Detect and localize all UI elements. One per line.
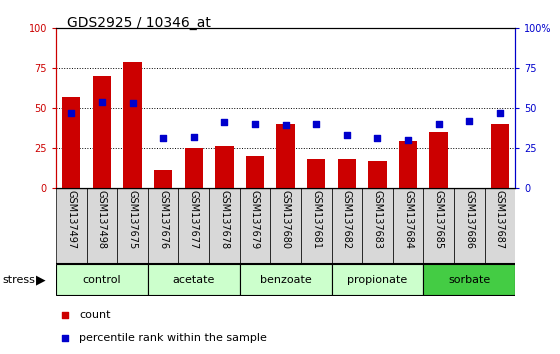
Bar (368, 161, 386, 188)
FancyBboxPatch shape (270, 188, 301, 264)
FancyBboxPatch shape (240, 188, 270, 264)
Bar (277, 124, 295, 188)
Text: GSM137677: GSM137677 (189, 190, 199, 249)
FancyBboxPatch shape (332, 188, 362, 264)
Bar (246, 156, 264, 188)
Point (342, 132, 351, 138)
FancyBboxPatch shape (332, 264, 423, 295)
Bar (307, 159, 325, 188)
Text: ▶: ▶ (36, 273, 46, 286)
Text: stress: stress (3, 275, 36, 285)
Bar (399, 141, 417, 188)
FancyBboxPatch shape (56, 188, 87, 264)
Bar (185, 148, 203, 188)
Text: GSM137684: GSM137684 (403, 190, 413, 249)
Text: propionate: propionate (347, 275, 408, 285)
Point (189, 134, 198, 139)
Point (128, 101, 137, 106)
Bar (430, 132, 448, 188)
FancyBboxPatch shape (179, 188, 209, 264)
FancyBboxPatch shape (423, 264, 515, 295)
FancyBboxPatch shape (56, 264, 148, 295)
Text: benzoate: benzoate (260, 275, 311, 285)
Text: control: control (83, 275, 121, 285)
Point (158, 136, 167, 141)
Point (97, 99, 106, 104)
Text: sorbate: sorbate (448, 275, 491, 285)
Text: GSM137498: GSM137498 (97, 190, 107, 249)
Point (60, 312, 69, 318)
Text: GSM137679: GSM137679 (250, 190, 260, 249)
Text: GSM137682: GSM137682 (342, 190, 352, 249)
Point (496, 110, 505, 116)
FancyBboxPatch shape (484, 188, 515, 264)
FancyBboxPatch shape (362, 188, 393, 264)
FancyBboxPatch shape (209, 188, 240, 264)
Text: GDS2925 / 10346_at: GDS2925 / 10346_at (67, 16, 211, 30)
Bar (154, 170, 172, 188)
Point (312, 121, 321, 127)
Text: GSM137686: GSM137686 (464, 190, 474, 249)
Bar (215, 146, 234, 188)
Point (220, 120, 229, 125)
Bar (491, 124, 509, 188)
Point (281, 123, 290, 129)
Point (373, 136, 382, 141)
Text: GSM137675: GSM137675 (128, 190, 138, 249)
FancyBboxPatch shape (301, 188, 332, 264)
Text: GSM137680: GSM137680 (281, 190, 291, 249)
FancyBboxPatch shape (148, 264, 240, 295)
Point (250, 121, 259, 127)
Text: GSM137681: GSM137681 (311, 190, 321, 249)
Bar (62, 97, 81, 188)
FancyBboxPatch shape (87, 188, 117, 264)
Text: GSM137676: GSM137676 (158, 190, 168, 249)
FancyBboxPatch shape (240, 264, 332, 295)
Text: GSM137497: GSM137497 (66, 190, 76, 249)
FancyBboxPatch shape (148, 188, 179, 264)
Point (60, 335, 69, 341)
Point (465, 118, 474, 124)
Point (434, 121, 443, 127)
Point (404, 137, 413, 143)
Text: GSM137683: GSM137683 (372, 190, 382, 249)
Bar (93, 76, 111, 188)
FancyBboxPatch shape (117, 188, 148, 264)
FancyBboxPatch shape (423, 188, 454, 264)
FancyBboxPatch shape (393, 188, 423, 264)
Text: count: count (79, 310, 110, 320)
Text: percentile rank within the sample: percentile rank within the sample (79, 333, 267, 343)
Bar (123, 62, 142, 188)
FancyBboxPatch shape (454, 188, 484, 264)
Text: GSM137678: GSM137678 (220, 190, 230, 249)
Text: GSM137687: GSM137687 (495, 190, 505, 249)
Text: acetate: acetate (172, 275, 215, 285)
Point (67, 110, 76, 116)
Bar (338, 159, 356, 188)
Text: GSM137685: GSM137685 (433, 190, 444, 249)
